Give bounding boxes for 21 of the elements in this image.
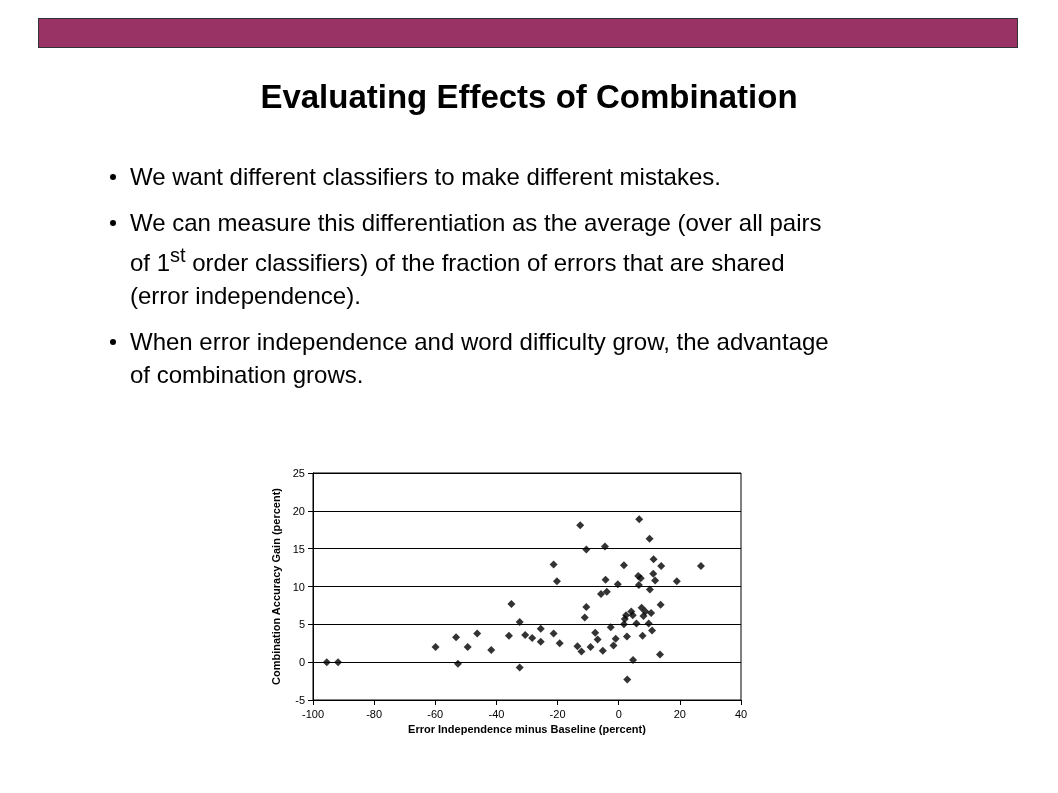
x-tick-label: -100 <box>301 707 325 720</box>
chart-title: Evaluating Effects of Combination <box>259 78 799 116</box>
text: We want different classifiers to make different mistakes. <box>130 162 722 192</box>
x-tick-label: 0 <box>615 707 622 720</box>
y-tick-label: 15 <box>292 542 305 555</box>
x-tick-label: 40 <box>734 707 748 720</box>
x-axis-title: Error Independence minus Baseline (percent) <box>408 723 647 736</box>
y-tick-label: 5 <box>298 618 305 631</box>
text: We can measure this differentiation as the average (over all pairs of 1$^{st}$ order classifiers) of the fraction of errors that are shared (error independence). <box>130 208 823 311</box>
x-tick-label: 20 <box>673 707 686 720</box>
x-tick-label: -40 <box>488 707 505 720</box>
y-tick-label: 20 <box>292 504 305 517</box>
y-tick-label: 10 <box>292 580 305 593</box>
text: When error independence and word difficulty grow, the advantage of combination grows. <box>130 327 830 390</box>
y-tick-label: -5 <box>295 694 305 706</box>
y-tick-label: 0 <box>298 656 305 669</box>
y-axis-title: Combination Accuracy Gain (percent) <box>270 487 283 686</box>
x-tick-label: -60 <box>427 707 444 720</box>
y-tick-label: 25 <box>292 467 305 479</box>
x-tick-label: -80 <box>366 707 383 720</box>
x-tick-label: -20 <box>549 707 566 720</box>
